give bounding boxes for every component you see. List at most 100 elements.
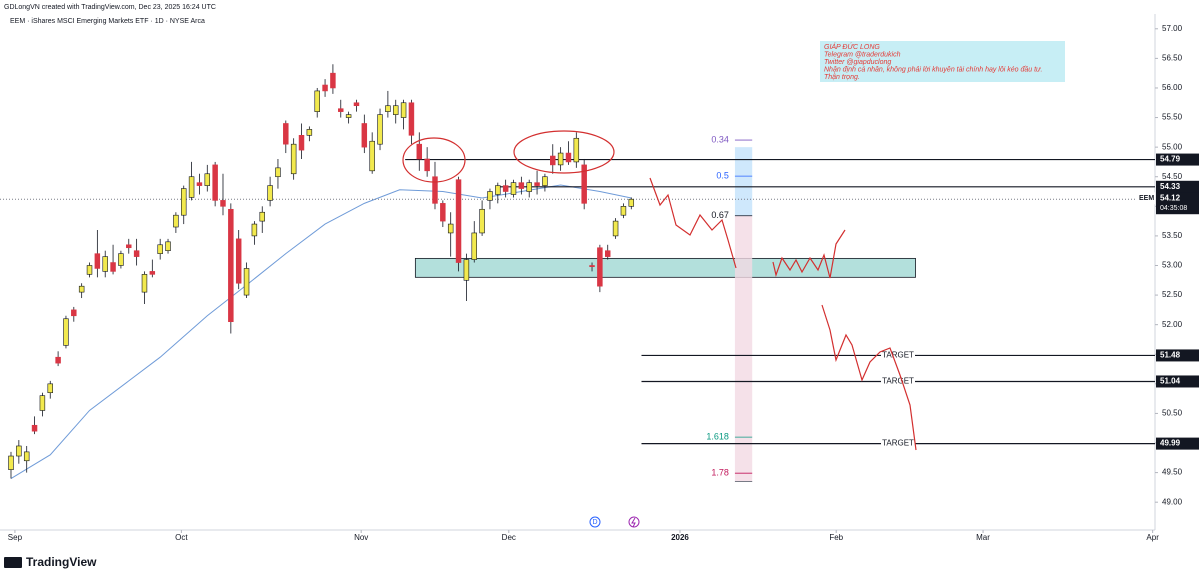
candle-body [94,253,101,269]
scribble [772,229,846,279]
y-tick-label: 54.50 [1162,172,1183,181]
candle-body [228,208,234,323]
note-box [820,41,1065,82]
level-tag [1156,180,1199,193]
candle-body [510,182,517,195]
x-tick-label: Apr [1146,533,1159,542]
candle-body [110,262,116,272]
candle-body [306,129,313,136]
candle-body [471,232,477,260]
candle-body [361,123,368,148]
level-tag [1156,375,1199,388]
candle-body [479,208,485,234]
candle-body [47,383,53,394]
candle-body [196,182,203,186]
x-tick-label: Nov [354,533,368,542]
level-tag-label: 54.79 [1160,155,1181,164]
note-line: Telegram @traderdukich [824,51,901,58]
candle-body [298,135,305,151]
candle-body [432,176,438,204]
candle-body [86,265,93,275]
candle-body [589,265,595,267]
y-tick-label: 56.50 [1162,53,1183,62]
candle-body [495,185,501,195]
level-tag-label: 49.99 [1160,439,1181,448]
candle-body [157,244,163,254]
candle-body [141,274,148,293]
candle-body [487,191,493,201]
level-tag-label: 54.33 [1160,182,1181,191]
fib-label: 1.78 [711,468,729,478]
level-text-bg [881,376,915,387]
event-icon [589,516,601,528]
candle-body [400,102,407,118]
moving-average [10,184,632,479]
brand[interactable]: TradingView [4,555,97,569]
candle-body [345,114,352,118]
candle-body [597,247,603,287]
fib-label: 0.67 [711,210,729,220]
note-line: GIÁP ĐỨC LONG [824,42,880,51]
candle-body [118,253,124,266]
level-tag-label: 51.48 [1160,351,1181,360]
price-tag-symbol: EEM [1139,195,1154,202]
candle-body [275,167,281,178]
plot: 0.34 0.5 0.67 1.618 1.78 TARGET TARGET TARGET [0,64,1155,482]
candle-body [235,238,242,284]
x-tick-label: Oct [175,533,188,542]
fib-lower [734,215,753,482]
price-tag [1136,192,1155,205]
candle-body [518,182,525,189]
y-tick-label: 56.00 [1162,83,1183,92]
candle-body [180,188,187,216]
candle-body [63,318,69,346]
candle-body [243,268,250,296]
price-tag-value: 54.12 [1160,193,1181,202]
fib-label: 1.618 [706,431,729,441]
candle-body [126,244,132,249]
candle-body [16,445,22,457]
y-tick-label: 52.50 [1162,290,1183,299]
brand-name[interactable]: TradingView [26,555,97,569]
level-tag [1156,437,1199,450]
x-tick-label: Dec [502,533,516,542]
x-tick-label: 2026 [671,533,689,542]
candle-body [133,250,140,257]
note-line: Nhận định cá nhân, không phải lời khuyên… [824,64,1042,73]
y-tick-label: 52.00 [1162,320,1183,329]
y-tick-label: 50.50 [1162,409,1183,418]
level-text-bg [881,438,915,449]
candle-body [369,140,375,172]
candle-body [188,176,195,198]
candle-body [565,152,572,163]
candle-body [502,185,509,192]
price-tag-countdown: 04:35:08 [1160,205,1187,212]
support-zone [414,257,916,278]
symbol-title: EEM · iShares MSCI Emerging Markets ETF … [10,18,205,25]
candle-body [102,256,108,272]
candle-body [78,285,85,293]
x-tick-label: Sep [8,533,23,542]
candle-body [267,185,273,201]
candle-body [604,250,611,257]
scribble [649,177,737,269]
level-text: TARGET [882,377,914,386]
price-tag [1156,192,1199,215]
candle-body [338,108,344,112]
candle-body [173,214,179,228]
candle-body [408,102,415,136]
fib-upper [734,147,753,216]
candle-body [290,143,297,175]
candle-body [165,241,171,251]
level-tag [1156,349,1199,362]
candle-body [416,143,423,160]
circle [513,130,615,174]
candle-body [550,155,556,166]
level-text: TARGET [882,351,914,360]
header: GDLongVN created with TradingView.com, D… [4,4,216,11]
candle-body [322,84,328,92]
y-tick-label: 49.00 [1162,497,1183,506]
candle-body [71,309,77,317]
candle-body [581,164,587,204]
